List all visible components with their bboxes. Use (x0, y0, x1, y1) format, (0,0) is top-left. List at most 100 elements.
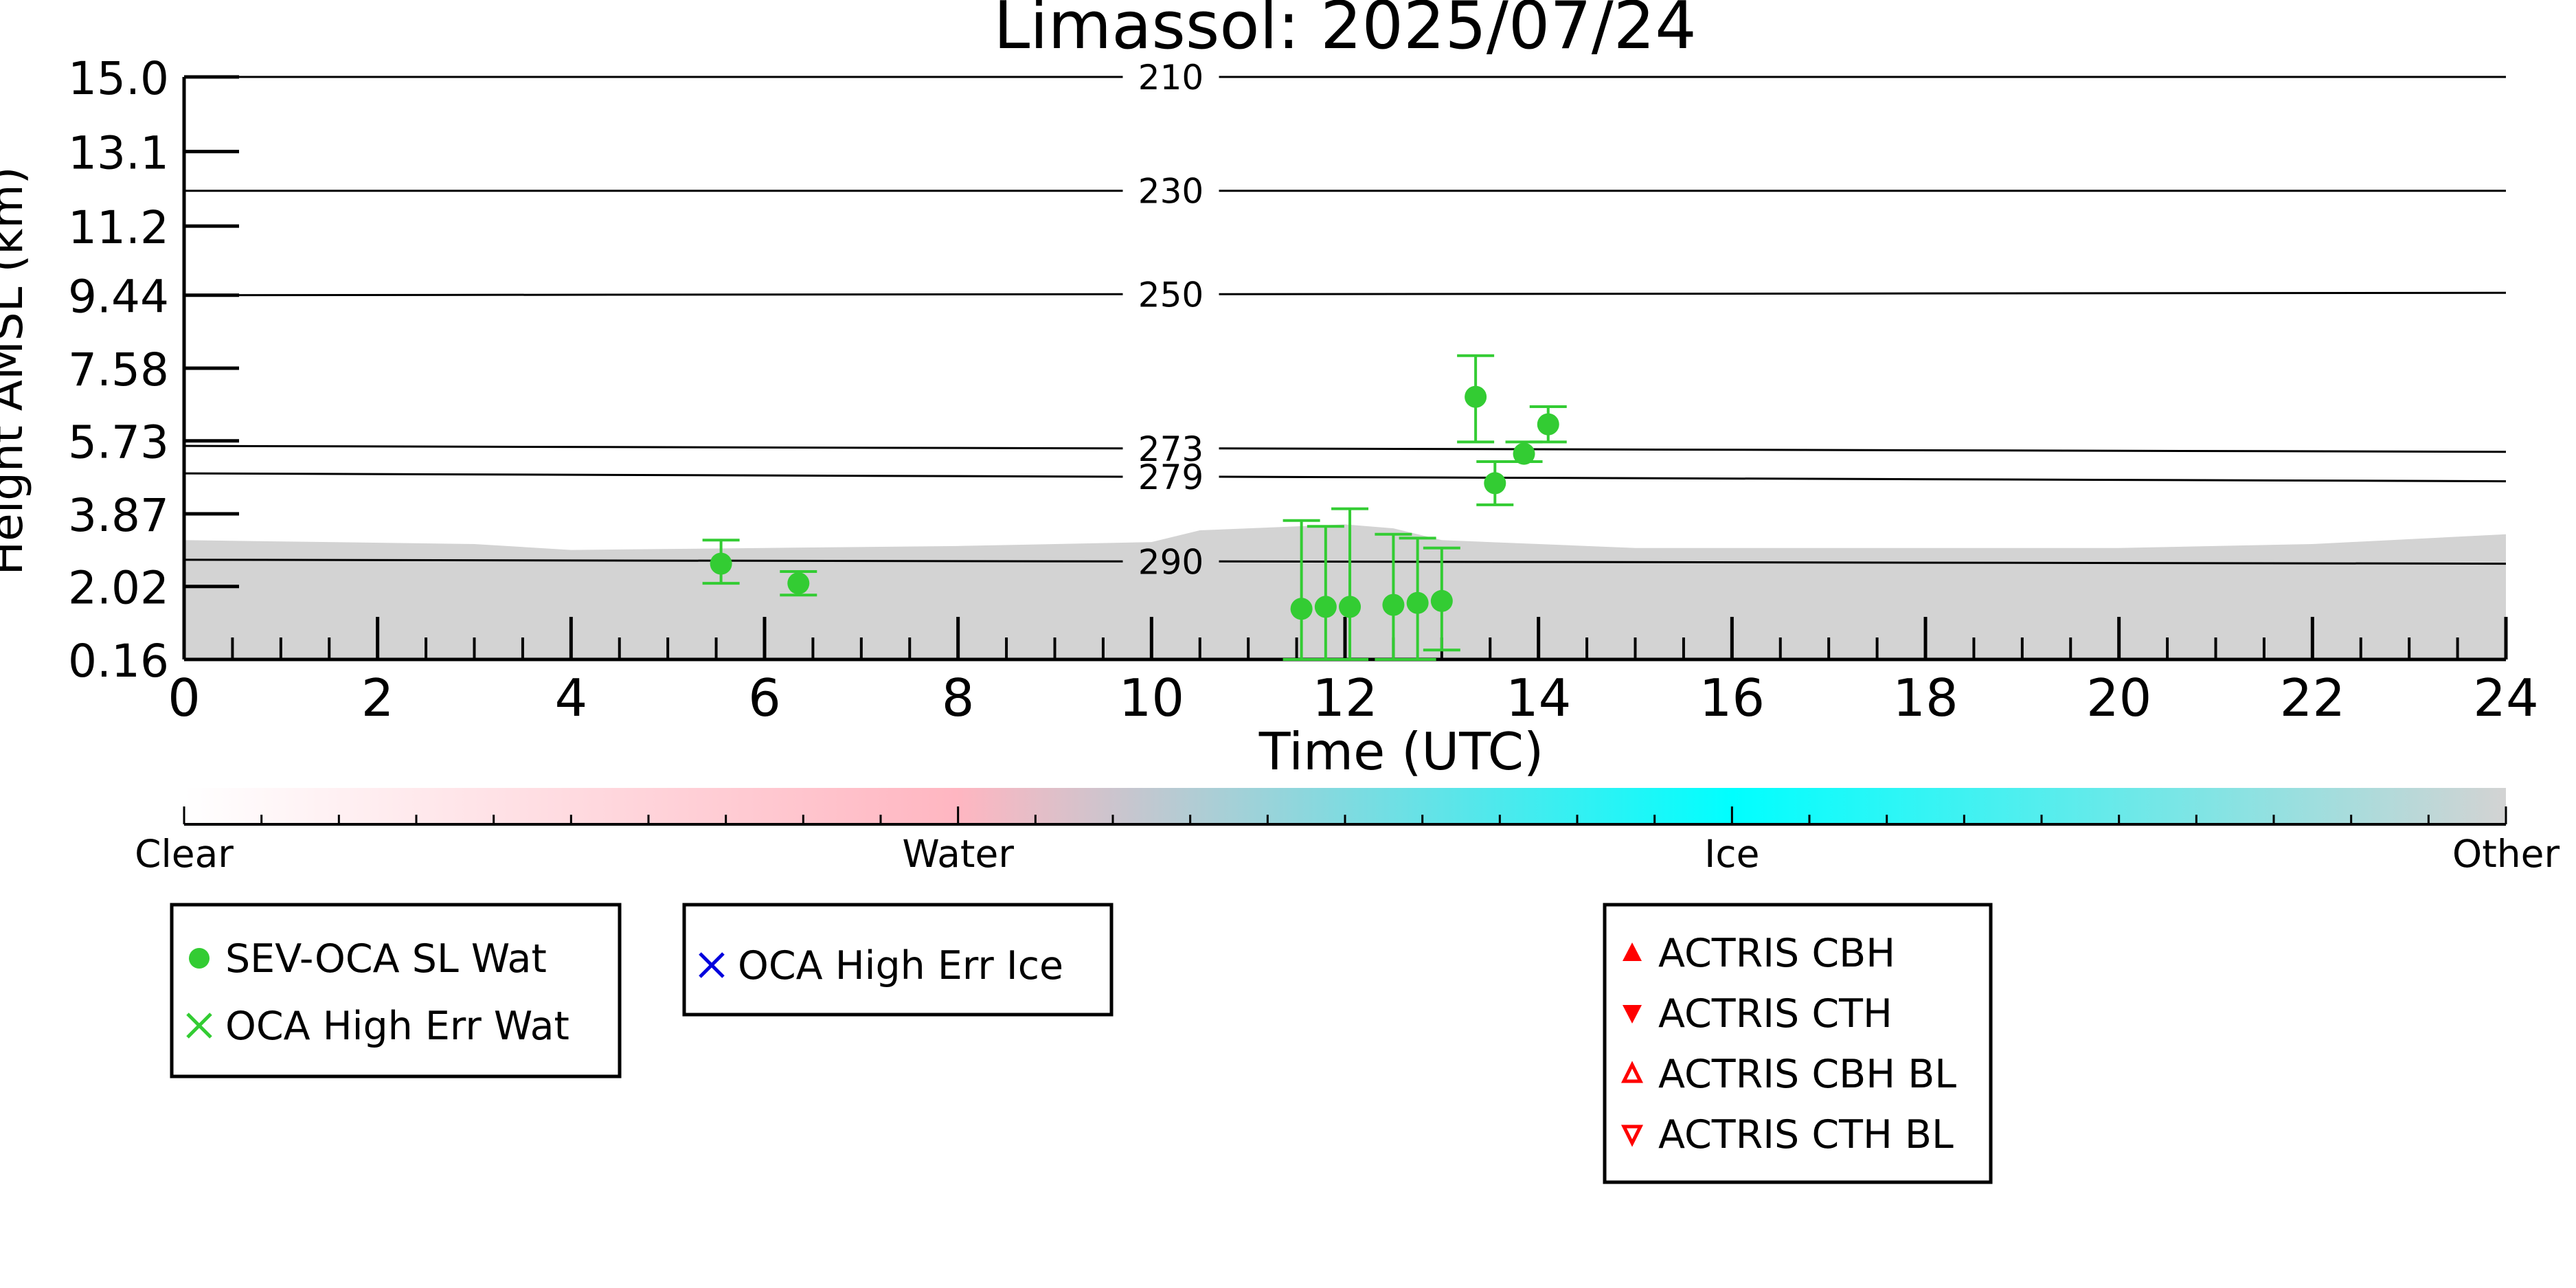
contour-line (1219, 560, 2507, 565)
contour-line (1219, 447, 2507, 453)
temperature-contour: 210 (184, 58, 2506, 98)
legend-label: ACTRIS CBH BL (1658, 1052, 1956, 1097)
contour-label: 273 (1138, 429, 1204, 469)
y-axis-label: Height AMSL (km) (0, 167, 33, 576)
contour-line (183, 444, 1123, 450)
x-tick-label: 12 (1312, 668, 1377, 728)
data-point (1457, 354, 1495, 444)
legend-box: SEV-OCA SL Wat OCA High Err Wat (170, 903, 622, 1078)
x-tick-label: 16 (1699, 668, 1765, 728)
legend-label: SEV-OCA SL Wat (225, 936, 547, 982)
y-tick-label: 2.02 (68, 562, 169, 615)
data-point (780, 570, 817, 597)
legend-item: OCA High Err Wat (186, 1004, 569, 1049)
legend-item: SEV-OCA SL Wat (189, 936, 547, 982)
contour-label: 250 (1138, 275, 1204, 315)
temperature-contour: 273 (183, 429, 2507, 469)
legend-item: ACTRIS CBH (1623, 931, 1895, 976)
legend-label: ACTRIS CTH (1658, 991, 1893, 1037)
x-tick-label: 8 (942, 668, 975, 728)
legend-item: ACTRIS CBH BL (1620, 1052, 1956, 1097)
temperature-contour: 290 (183, 542, 2507, 582)
x-tick-label: 2 (361, 668, 394, 728)
x-tick-label: 18 (1893, 668, 1958, 728)
point-marker (1537, 413, 1559, 436)
legend-marker-triangle-up-open (1620, 1061, 1644, 1083)
data-point (702, 539, 740, 585)
contour-label: 290 (1138, 542, 1204, 582)
y-tick-label: 3.87 (68, 489, 169, 542)
colorbar-label: Ice (1704, 832, 1759, 876)
contour-line (183, 472, 1123, 478)
point-marker (1513, 442, 1535, 465)
legend-item: ACTRIS CTH BL (1620, 1112, 1954, 1157)
contour-label: 210 (1138, 58, 1204, 98)
point-marker (787, 572, 810, 595)
point-marker (1406, 591, 1429, 614)
temperature-contour: 279 (183, 457, 2507, 497)
legend-item: OCA High Err Ice (699, 943, 1063, 988)
legend-label: ACTRIS CBH (1658, 931, 1895, 976)
x-tick-label: 14 (1506, 668, 1571, 728)
contour-line (183, 558, 1123, 563)
legend-frame (682, 903, 1114, 1017)
legend-marker-x (186, 1013, 212, 1039)
point-marker (1339, 596, 1362, 618)
legend-frame (170, 903, 622, 1078)
legend-marker-triangle-down (1623, 1005, 1642, 1024)
contour-line (1219, 475, 2507, 483)
colorbar-label: Other (2452, 832, 2560, 876)
colorbar-label: Clear (135, 832, 234, 876)
legend-box: OCA High Err Ice (682, 903, 1114, 1017)
x-tick-label: 6 (748, 668, 781, 728)
point-marker (1430, 589, 1453, 612)
chart-title: Limassol: 2025/07/24 (993, 0, 1696, 64)
point-marker (1382, 594, 1405, 616)
data-point (1423, 546, 1460, 652)
legends: SEV-OCA SL Wat OCA High Err Wat OCA High E… (170, 903, 1993, 1184)
colorbar: Clear Water Ice Other (135, 788, 2560, 876)
temperature-contour: 250 (183, 275, 2507, 315)
contour-line (1219, 291, 2507, 295)
x-tick-label: 10 (1119, 668, 1184, 728)
legend-marker-triangle-down-open (1620, 1125, 1644, 1147)
x-axis-label: Time (UTC) (1258, 721, 1544, 782)
data-point (1529, 405, 1567, 444)
x-tick-label: 24 (2473, 668, 2538, 728)
point-marker (710, 552, 732, 575)
y-tick-label: 15.0 (68, 52, 169, 105)
legend-marker-circle (189, 948, 210, 969)
point-marker (1484, 472, 1506, 495)
colorbar-label: Water (902, 832, 1014, 876)
x-tick-label: 0 (168, 668, 201, 728)
x-tick-label: 22 (2280, 668, 2345, 728)
legend-frame (1603, 903, 1993, 1184)
legend-label: ACTRIS CTH BL (1658, 1112, 1954, 1157)
legend-marker-x (699, 952, 725, 978)
data-point (1331, 507, 1369, 661)
y-tick-label: 11.2 (68, 201, 169, 254)
contour-label: 279 (1138, 457, 1204, 497)
legend-label: OCA High Err Wat (225, 1004, 569, 1049)
y-tick-label: 13.1 (68, 127, 169, 180)
contour-label: 230 (1138, 172, 1204, 212)
legend-box: ACTRIS CBH ACTRIS CTH ACTRIS CBH BL ACTRIS … (1603, 903, 1993, 1184)
y-tick-label: 0.16 (68, 635, 169, 688)
legend-label: OCA High Err Ice (738, 943, 1063, 988)
point-marker (1314, 596, 1337, 618)
y-tick-label: 9.44 (68, 271, 169, 324)
point-marker (1290, 598, 1313, 620)
data-point (1505, 440, 1543, 465)
y-tick-label: 7.58 (68, 343, 169, 396)
x-tick-label: 4 (554, 668, 587, 728)
temperature-contour: 230 (184, 172, 2506, 212)
legend-item: ACTRIS CTH (1623, 991, 1893, 1037)
contour-line (183, 293, 1123, 297)
data-point (1476, 460, 1514, 506)
legend-marker-triangle-up (1623, 942, 1642, 961)
point-marker (1465, 385, 1487, 408)
x-tick-label: 20 (2086, 668, 2151, 728)
y-tick-label: 5.73 (68, 416, 169, 469)
